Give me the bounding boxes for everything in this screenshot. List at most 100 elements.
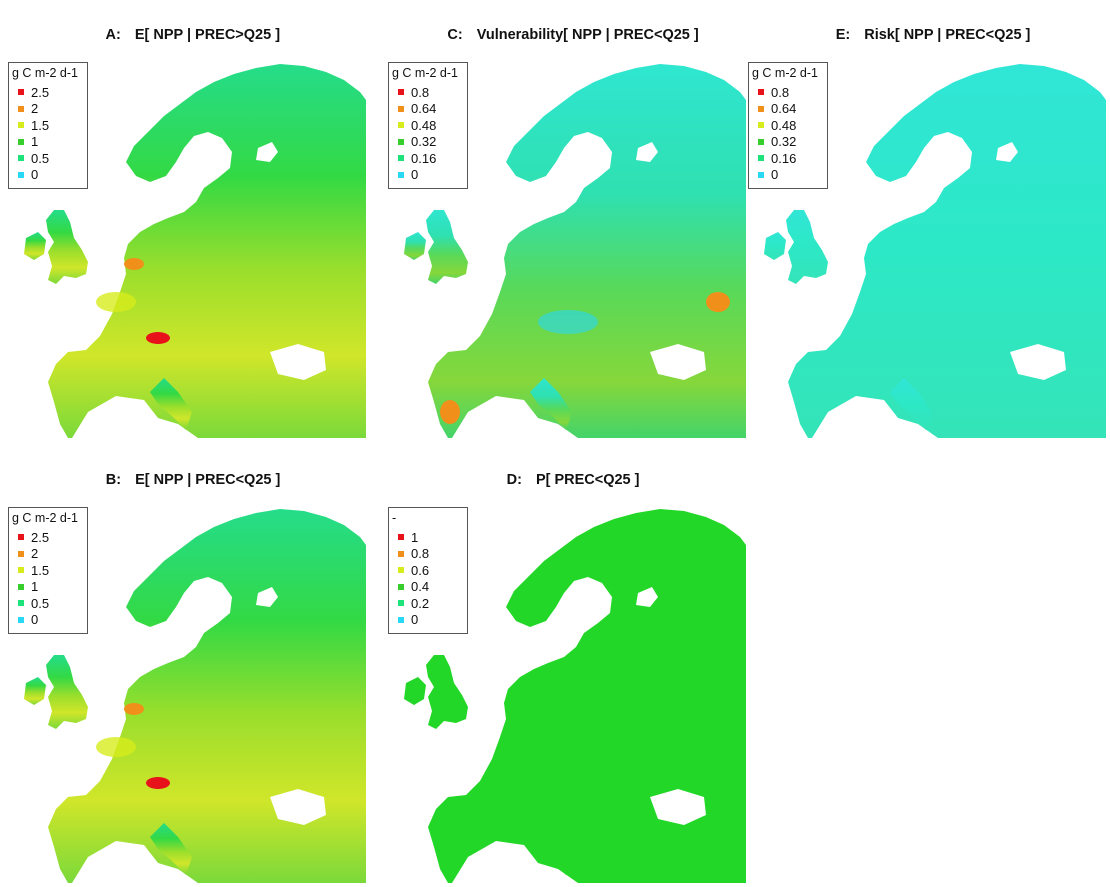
- ireland-land: [404, 232, 426, 260]
- legend-value: 0: [411, 612, 419, 628]
- legend-value: 0.8: [411, 546, 430, 562]
- hotspot-east: [706, 292, 730, 312]
- mediterranean-sea: [812, 396, 938, 438]
- black-sea: [650, 789, 706, 825]
- britain-land: [426, 655, 468, 729]
- legend-unit: g C m-2 d-1: [12, 66, 78, 80]
- legend-swatch: [758, 171, 764, 178]
- legend-value: 0.8: [411, 84, 430, 100]
- legend-swatch: [398, 122, 404, 129]
- legend-item: 0.5: [12, 150, 83, 167]
- lake: [256, 142, 278, 162]
- legend-item: 0.48: [392, 117, 463, 134]
- legend-item: 0.64: [752, 101, 823, 118]
- hotspot-central: [96, 292, 136, 312]
- legend: - 1 0.8 0.6 0.4 0.2 0: [388, 507, 468, 634]
- legend-swatch: [398, 616, 404, 623]
- legend-swatch: [398, 138, 404, 145]
- legend-swatch: [398, 600, 404, 607]
- legend-unit: g C m-2 d-1: [392, 66, 458, 80]
- legend: g C m-2 d-1 2.5 2 1.5 1 0.5 0: [8, 62, 88, 189]
- legend-value: 0: [411, 167, 419, 183]
- legend-item: 1: [392, 529, 463, 546]
- legend-value: 0.32: [771, 134, 797, 150]
- legend-item: 0.5: [12, 595, 83, 612]
- black-sea: [650, 344, 706, 380]
- italy-land: [890, 378, 932, 430]
- legend-item: 0: [752, 167, 823, 184]
- italy-land: [150, 823, 192, 875]
- map-panel-c: C:Vulnerability[ NPP | PREC<Q25 ] 1971-2…: [380, 0, 750, 442]
- continent-land: [48, 509, 366, 883]
- continent-land: [48, 64, 366, 438]
- legend-value: 0.16: [771, 150, 797, 166]
- ireland-land: [764, 232, 786, 260]
- legend-item: 2: [12, 101, 83, 118]
- legend-value: 1.5: [31, 562, 50, 578]
- europe-map: [388, 497, 746, 883]
- europe-map: [748, 52, 1106, 438]
- continent-land: [428, 509, 746, 883]
- legend-swatch: [18, 550, 24, 557]
- italy-land: [530, 378, 572, 430]
- legend-item: 0.4: [392, 579, 463, 596]
- legend-value: 0.48: [411, 117, 437, 133]
- legend-value: 0.48: [771, 117, 797, 133]
- legend-item: 0.2: [392, 595, 463, 612]
- lake: [636, 142, 658, 162]
- legend-value: 2: [31, 101, 39, 117]
- legend-item: 0.16: [752, 150, 823, 167]
- legend-swatch: [398, 534, 404, 541]
- legend-swatch: [18, 616, 24, 623]
- legend-value: 2.5: [31, 529, 50, 545]
- legend-unit: g C m-2 d-1: [752, 66, 818, 80]
- legend-value: 1: [411, 529, 419, 545]
- hotspot-north: [124, 703, 144, 715]
- legend-value: 0.5: [31, 150, 50, 166]
- legend-swatch: [18, 534, 24, 541]
- ireland-land: [24, 677, 46, 705]
- map-panel-a: A:E[ NPP | PREC>Q25 ] 1971-2000 g C m-2 …: [0, 0, 370, 442]
- map-panel-d: D:P[ PREC<Q25 ] 1971-2000 - 1 0.8 0.6 0.…: [380, 445, 750, 887]
- legend-value: 0.64: [771, 101, 797, 117]
- lake: [996, 142, 1018, 162]
- legend-value: 1: [31, 579, 39, 595]
- panel-variable: E[ NPP | PREC<Q25 ]: [135, 472, 281, 488]
- legend-swatch: [398, 583, 404, 590]
- italy-land: [530, 823, 572, 875]
- lake: [636, 587, 658, 607]
- panel-variable: E[ NPP | PREC>Q25 ]: [134, 27, 281, 43]
- italy-land: [150, 378, 192, 430]
- panel-label: A:: [105, 27, 121, 43]
- britain-land: [46, 655, 88, 729]
- legend-swatch: [398, 171, 404, 178]
- continent-land: [788, 64, 1106, 438]
- mediterranean-sea: [72, 841, 198, 883]
- legend-item: 2: [12, 546, 83, 563]
- legend-swatch: [18, 89, 24, 96]
- legend-value: 0.32: [411, 134, 437, 150]
- legend-value: 2: [31, 546, 39, 562]
- hotspot-central: [96, 737, 136, 757]
- panel-variable: P[ PREC<Q25 ]: [535, 472, 640, 488]
- legend-item: 0.8: [392, 546, 463, 563]
- legend-swatch: [398, 155, 404, 162]
- legend-swatch: [18, 105, 24, 112]
- legend-swatch: [18, 567, 24, 574]
- legend-item: 0.48: [752, 117, 823, 134]
- legend-item: 2.5: [12, 84, 83, 101]
- panel-label: C:: [447, 27, 463, 43]
- legend-unit: g C m-2 d-1: [12, 511, 78, 525]
- panel-variable: Risk[ NPP | PREC<Q25 ]: [864, 27, 1031, 43]
- europe-map: [8, 497, 366, 883]
- legend-value: 0: [771, 167, 779, 183]
- legend-value: 0.16: [411, 150, 437, 166]
- britain-land: [46, 210, 88, 284]
- legend-item: 0.32: [392, 134, 463, 151]
- legend-item: 0: [12, 612, 83, 629]
- legend-value: 1: [31, 134, 39, 150]
- legend-item: 0.8: [752, 84, 823, 101]
- ireland-land: [24, 232, 46, 260]
- legend-swatch: [398, 567, 404, 574]
- legend-swatch: [758, 138, 764, 145]
